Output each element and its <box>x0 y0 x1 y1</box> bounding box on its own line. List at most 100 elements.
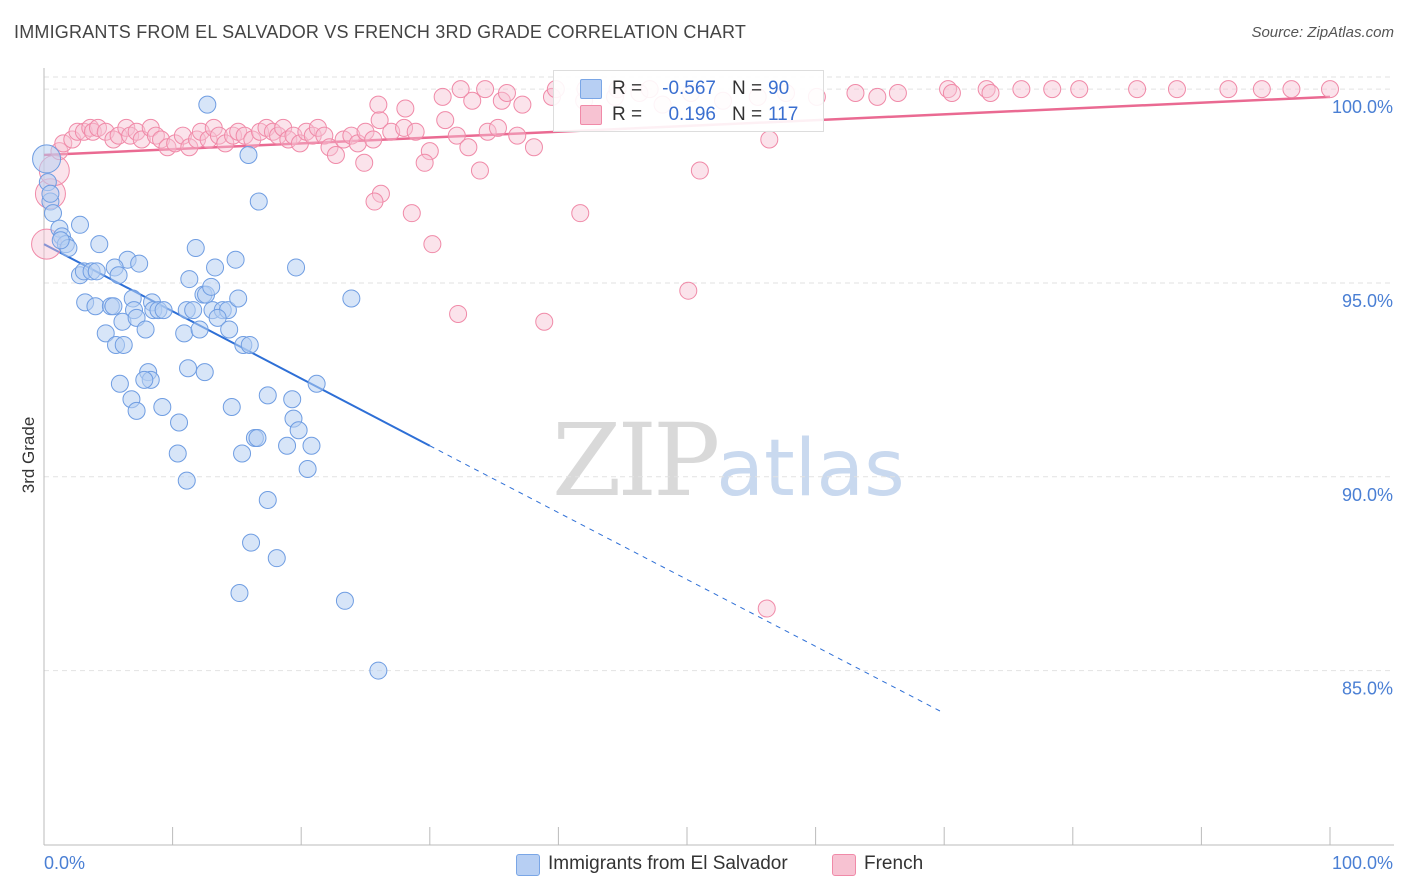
point-french <box>846 84 865 103</box>
point-french <box>757 599 776 618</box>
point-el-salvador <box>198 95 217 114</box>
r-label: R = <box>612 104 643 125</box>
pink-swatch <box>580 105 602 125</box>
point-french <box>420 142 439 161</box>
point-el-salvador <box>249 192 268 211</box>
point-el-salvador <box>32 144 62 174</box>
point-french <box>370 111 389 130</box>
point-el-salvador <box>44 204 63 223</box>
y-tick-label: 95.0% <box>1342 291 1393 311</box>
point-el-salvador <box>230 584 249 603</box>
source-label: Source: ZipAtlas.com <box>1251 24 1394 41</box>
point-el-salvador <box>258 386 277 405</box>
point-el-salvador <box>258 491 277 510</box>
point-el-salvador <box>242 533 261 552</box>
point-el-salvador <box>175 324 194 343</box>
point-french <box>478 122 497 141</box>
point-el-salvador <box>180 270 199 289</box>
point-el-salvador <box>90 235 109 254</box>
point-el-salvador <box>41 184 60 203</box>
point-el-salvador <box>51 231 70 250</box>
point-el-salvador <box>202 277 221 296</box>
point-el-salvador <box>233 444 252 463</box>
point-french <box>535 312 554 331</box>
point-el-salvador <box>153 397 172 416</box>
point-french <box>433 87 452 106</box>
point-french <box>451 80 470 99</box>
point-french <box>395 118 414 137</box>
point-el-salvador <box>170 413 189 432</box>
point-el-salvador <box>239 146 258 165</box>
point-french <box>274 118 293 137</box>
point-french <box>315 126 334 145</box>
point-french <box>1070 80 1089 99</box>
point-french <box>180 138 199 157</box>
n-value: 90 <box>768 78 790 99</box>
point-french <box>369 95 388 114</box>
blue-swatch <box>580 79 602 99</box>
point-french <box>679 281 698 300</box>
point-el-salvador <box>186 239 205 258</box>
point-el-salvador <box>369 661 388 680</box>
point-el-salvador <box>127 401 146 420</box>
x-tick-label-min: 0.0% <box>44 853 85 873</box>
point-french <box>415 153 434 172</box>
point-french <box>365 192 384 211</box>
point-french <box>497 84 516 103</box>
data-points <box>31 80 1339 680</box>
point-el-salvador <box>177 471 196 490</box>
legend: Immigrants from El Salvador French <box>0 852 1406 878</box>
point-el-salvador <box>114 335 133 354</box>
point-french <box>690 161 709 180</box>
point-el-salvador <box>110 374 129 393</box>
point-french <box>868 87 887 106</box>
point-el-salvador <box>86 297 105 316</box>
point-el-salvador <box>190 320 209 339</box>
point-french <box>364 130 383 149</box>
legend-swatch-blue <box>516 854 540 876</box>
point-el-salvador <box>307 374 326 393</box>
point-french <box>1167 80 1186 99</box>
stats-row-pink: R = 0.196 N = 117 <box>554 103 823 127</box>
point-french <box>402 204 421 223</box>
point-el-salvador <box>222 397 241 416</box>
legend-label: French <box>864 853 924 874</box>
stats-box: R = -0.567 N = 90 R = 0.196 N = 117 <box>553 70 824 132</box>
point-el-salvador <box>135 370 154 389</box>
point-french <box>199 130 218 149</box>
grid-lines <box>44 76 1394 672</box>
point-el-salvador <box>136 320 155 339</box>
point-french <box>1012 80 1031 99</box>
point-el-salvador <box>154 301 173 320</box>
r-value: -0.567 <box>662 78 716 99</box>
point-french <box>571 204 590 223</box>
point-french <box>1282 80 1301 99</box>
point-french <box>488 118 507 137</box>
point-french <box>355 153 374 172</box>
point-french <box>470 161 489 180</box>
x-tick-label-max: 100.0% <box>1332 853 1393 873</box>
point-french <box>508 126 527 145</box>
point-french <box>54 134 73 153</box>
point-el-salvador <box>289 421 308 440</box>
n-label: N = <box>732 78 763 99</box>
axis-labels: 85.0% 90.0% 95.0% 100.0% 0.0% 100.0% 3rd Grade <box>19 97 1393 873</box>
point-french <box>166 134 185 153</box>
point-el-salvador <box>278 436 297 455</box>
y-tick-label: 90.0% <box>1342 485 1393 505</box>
r-label: R = <box>612 78 643 99</box>
point-el-salvador <box>267 549 286 568</box>
point-el-salvador <box>96 324 115 343</box>
point-el-salvador <box>220 320 239 339</box>
point-el-salvador <box>240 335 259 354</box>
point-el-salvador <box>104 297 123 316</box>
y-tick-label: 85.0% <box>1342 679 1393 699</box>
point-french <box>524 138 543 157</box>
point-el-salvador <box>287 258 306 277</box>
point-el-salvador <box>208 308 227 327</box>
point-el-salvador <box>168 444 187 463</box>
point-french <box>760 130 779 149</box>
point-el-salvador <box>248 428 267 447</box>
point-french <box>459 138 478 157</box>
point-french <box>436 111 455 130</box>
